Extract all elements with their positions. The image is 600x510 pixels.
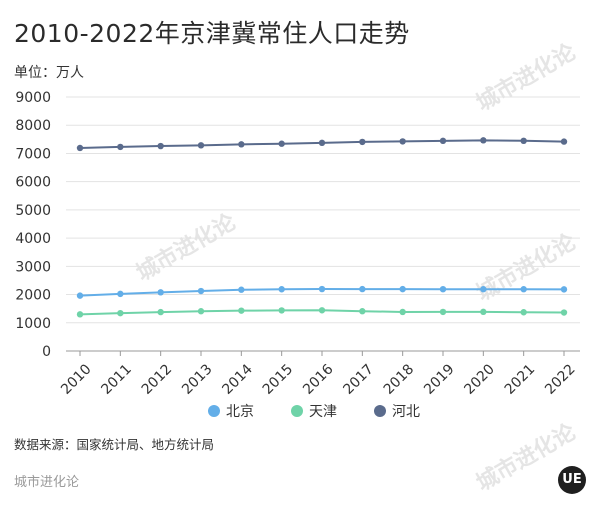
y-tick-label: 6000: [15, 175, 51, 191]
data-point: [197, 308, 205, 315]
x-tick-label: 2022: [542, 361, 579, 398]
data-point: [278, 286, 285, 293]
legend-marker: [374, 405, 386, 417]
legend-label: 天津: [309, 404, 337, 420]
legend-item: 天津: [291, 404, 337, 420]
x-tick-label: 2010: [58, 361, 95, 398]
y-tick-label: 4000: [15, 231, 51, 247]
grid-lines: [66, 96, 580, 352]
data-point: [197, 142, 205, 149]
data-point: [318, 139, 326, 147]
data-point: [560, 138, 568, 145]
chart-title: 2010-2022年京津冀常住人口走势: [14, 19, 410, 48]
y-tick-label: 0: [42, 344, 51, 360]
series-group: [76, 137, 568, 318]
x-tick-label: 2021: [502, 361, 539, 398]
y-tick-label: 7000: [15, 146, 51, 162]
x-tick-label: 2019: [421, 361, 458, 398]
legend: 北京 天津 河北: [208, 404, 420, 420]
data-point: [480, 137, 487, 144]
data-point: [359, 308, 366, 315]
x-tick-label: 2020: [461, 361, 498, 398]
data-point: [399, 285, 406, 293]
x-tick-label: 2012: [139, 361, 176, 398]
data-point: [76, 144, 84, 152]
data-point: [318, 285, 326, 293]
data-point: [197, 287, 205, 295]
data-point: [399, 138, 406, 145]
data-point: [399, 308, 406, 316]
data-point: [238, 286, 245, 293]
data-point: [520, 286, 527, 293]
x-tick-label: 2011: [98, 361, 135, 398]
y-tick-label: 5000: [15, 203, 51, 219]
data-point: [560, 286, 568, 293]
legend-label: 河北: [392, 404, 420, 420]
x-tick-label: 2016: [300, 361, 337, 398]
legend-marker: [291, 405, 303, 417]
data-point: [560, 309, 568, 316]
data-point: [157, 289, 164, 296]
brand-footer: 城市进化论: [14, 475, 80, 490]
data-point: [76, 311, 84, 318]
data-point: [480, 308, 487, 316]
unit-label: 单位：万人: [14, 65, 84, 81]
data-point: [359, 285, 366, 293]
data-point: [439, 137, 447, 145]
legend-item: 河北: [374, 404, 420, 420]
data-point: [439, 285, 447, 293]
source-note: 数据来源：国家统计局、地方统计局: [14, 437, 215, 452]
data-point: [520, 137, 527, 145]
y-tick-label: 2000: [15, 288, 51, 304]
x-tick-label: 2014: [219, 361, 256, 398]
data-point: [157, 142, 164, 150]
y-tick-label: 3000: [15, 259, 51, 275]
x-tick-label: 2017: [340, 361, 377, 398]
legend-label: 北京: [226, 404, 254, 420]
data-point: [238, 307, 245, 314]
data-point: [117, 290, 124, 298]
brand-logo: UE: [558, 466, 586, 494]
data-point: [117, 143, 124, 151]
data-point: [278, 307, 285, 314]
data-point: [76, 292, 84, 299]
legend-marker: [208, 405, 220, 417]
y-tick-label: 8000: [15, 118, 51, 134]
x-tick-label: 2018: [381, 361, 418, 398]
data-point: [117, 309, 124, 317]
data-point: [278, 140, 285, 147]
y-tick-label: 9000: [15, 90, 51, 106]
data-point: [439, 308, 447, 316]
data-point: [238, 141, 245, 148]
data-point: [157, 308, 164, 316]
x-axis-ticks: 2010 2011 2012 2013 2014 2015 2016 2017 2018 2019…: [58, 351, 579, 398]
data-point: [359, 138, 366, 146]
line-chart: 0 1000 2000 3000 4000 5000 6000 7000 8000 9000 20…: [15, 90, 580, 420]
legend-item: 北京: [208, 404, 254, 420]
data-point: [318, 307, 326, 314]
data-point: [480, 286, 487, 293]
y-axis-ticks: 0 1000 2000 3000 4000 5000 6000 7000 8000 9000: [15, 90, 51, 360]
y-tick-label: 1000: [15, 316, 51, 332]
x-tick-label: 2013: [179, 361, 216, 398]
data-point: [520, 309, 527, 316]
x-tick-label: 2015: [260, 361, 297, 398]
